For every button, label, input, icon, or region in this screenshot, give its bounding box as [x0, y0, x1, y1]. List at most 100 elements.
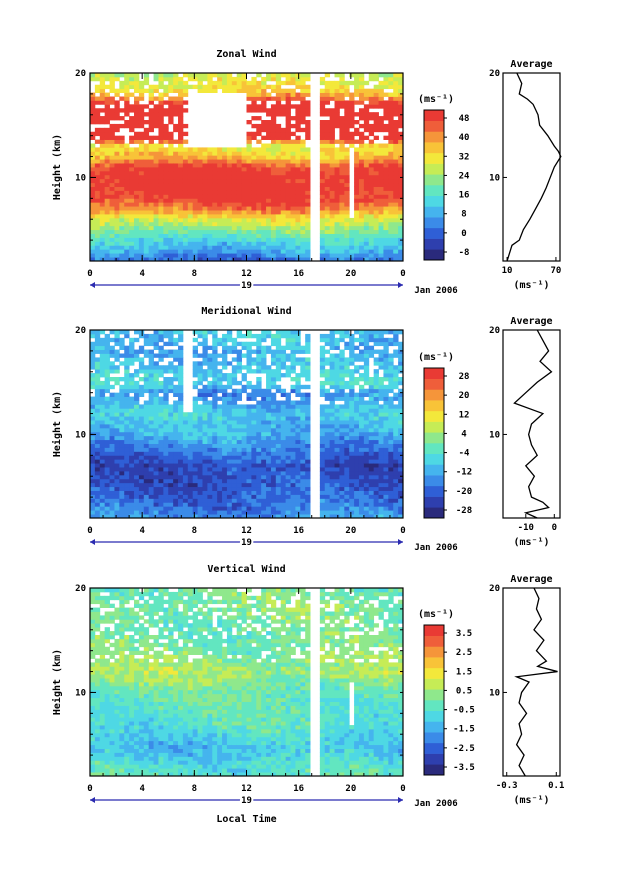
heatmap-cell — [270, 139, 277, 144]
heatmap-cell — [285, 249, 291, 254]
heatmap-cell — [104, 349, 110, 354]
heatmap-cell — [187, 435, 194, 441]
heatmap-cell — [119, 116, 125, 121]
heatmap-cell — [119, 506, 125, 511]
heatmap-cell — [378, 202, 384, 207]
heatmap-cell — [192, 427, 198, 433]
heatmap-cell — [212, 439, 218, 444]
heatmap-cell — [324, 474, 331, 480]
heatmap-cell — [129, 471, 135, 476]
heatmap-cell — [173, 123, 179, 129]
heatmap-cell — [373, 186, 379, 191]
heatmap-cell — [305, 155, 311, 160]
heatmap-cell — [212, 361, 218, 366]
heatmap-cell — [275, 139, 282, 144]
heatmap-cell — [295, 167, 301, 172]
heatmap-cell — [305, 170, 311, 176]
heatmap-cell — [256, 404, 262, 409]
heatmap-cell — [99, 353, 106, 358]
heatmap-cell — [124, 400, 130, 405]
heatmap-cell — [236, 447, 243, 452]
heatmap-cell — [300, 384, 306, 390]
heatmap-cell — [134, 163, 140, 168]
heatmap-cell — [182, 416, 189, 421]
heatmap-cell — [270, 194, 277, 199]
heatmap-cell — [173, 392, 179, 397]
heatmap-cell — [261, 494, 267, 499]
heatmap-cell — [212, 206, 218, 211]
heatmap-cell — [182, 424, 189, 429]
heatmap-cell — [339, 330, 345, 335]
heatmap-cell — [398, 194, 404, 199]
heatmap-cell — [383, 245, 389, 250]
heatmap-cell — [114, 377, 120, 382]
heatmap-cell — [153, 143, 159, 148]
heatmap-cell — [256, 494, 262, 499]
heatmap-cell — [236, 392, 243, 397]
heatmap-cell — [295, 420, 301, 425]
heatmap-cell — [290, 333, 296, 339]
heatmap-cell — [324, 210, 331, 215]
heatmap-cell — [251, 404, 257, 409]
heatmap-cell — [398, 249, 404, 254]
heatmap-cell — [231, 249, 238, 254]
heatmap-cell — [129, 412, 135, 417]
heatmap-cell — [236, 482, 243, 488]
heatmap-cell — [124, 170, 130, 176]
heatmap-cell — [368, 88, 375, 93]
heatmap-cell — [344, 131, 350, 137]
heatmap-cell — [99, 127, 106, 133]
heatmap-cell — [178, 198, 184, 203]
heatmap-cell — [295, 427, 301, 433]
heatmap-cell — [217, 474, 223, 480]
heatmap-cell — [295, 498, 301, 503]
heatmap-cell — [143, 206, 150, 211]
heatmap-cell — [153, 174, 159, 180]
heatmap-cell — [173, 210, 179, 215]
heatmap-cell — [109, 229, 115, 234]
heatmap-cell — [138, 471, 145, 476]
heatmap-cell — [275, 420, 282, 425]
heatmap-cell — [319, 455, 326, 460]
heatmap-cell — [192, 84, 198, 90]
heatmap-cell — [329, 361, 335, 366]
heatmap-cell — [134, 178, 140, 184]
heatmap-cell — [109, 190, 115, 195]
heatmap-cell — [222, 404, 228, 409]
heatmap-cell — [290, 159, 296, 164]
heatmap-cell — [329, 194, 335, 199]
heatmap-cell — [148, 229, 154, 234]
heatmap-cell — [212, 73, 218, 78]
heatmap-cell — [358, 333, 365, 339]
heatmap-cell — [197, 233, 203, 238]
heatmap-cell — [217, 420, 223, 425]
heatmap-cell — [168, 167, 174, 172]
heatmap-cell — [275, 131, 282, 137]
heatmap-cell — [222, 349, 228, 354]
heatmap-cell — [280, 431, 287, 437]
heatmap-cell — [344, 163, 350, 168]
heatmap-cell — [324, 225, 331, 231]
heatmap-cell — [197, 486, 203, 491]
heatmap-cell — [109, 506, 115, 511]
heatmap-cell — [261, 486, 267, 491]
heatmap-cell — [197, 170, 203, 176]
heatmap-cell — [197, 471, 203, 476]
heatmap-cell — [285, 221, 291, 227]
heatmap-cell — [222, 221, 228, 227]
heatmap-cell — [358, 249, 365, 254]
heatmap-cell — [339, 427, 345, 433]
heatmap-cell — [334, 112, 340, 117]
heatmap-cell — [388, 249, 394, 254]
heatmap-cell — [275, 163, 282, 168]
heatmap-cell — [178, 392, 184, 397]
heatmap-cell — [334, 369, 340, 374]
heatmap-cell — [222, 167, 228, 172]
heatmap-cell — [285, 431, 291, 437]
heatmap-cell — [163, 112, 169, 117]
heatmap-cell — [280, 73, 287, 78]
heatmap-cell — [398, 182, 404, 187]
heatmap-cell — [285, 210, 291, 215]
heatmap-cell — [358, 167, 365, 172]
heatmap-cell — [329, 369, 335, 374]
